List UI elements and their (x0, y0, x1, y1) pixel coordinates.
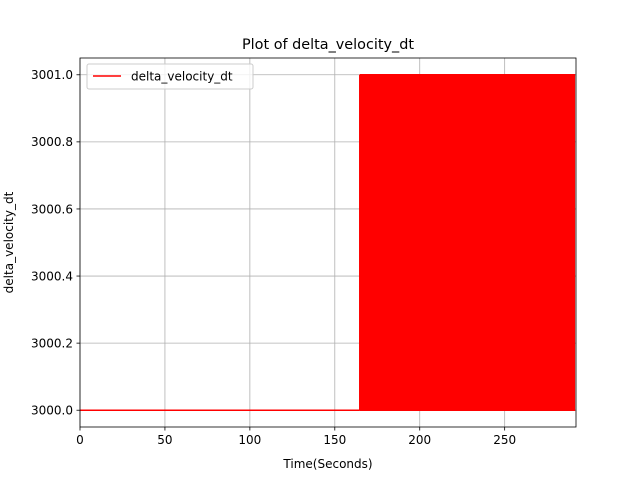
chart-title: Plot of delta_velocity_dt (242, 37, 414, 53)
y-axis: 3000.0 3000.2 3000.4 3000.6 3000.8 3001.0 (31, 68, 80, 418)
series-layer (80, 74, 576, 411)
legend-entry: delta_velocity_dt (131, 70, 233, 84)
y-tick-label: 3000.0 (31, 404, 73, 418)
plot-frame (79, 57, 577, 428)
y-tick-label: 3000.8 (31, 135, 73, 149)
y-tick-label: 3001.0 (31, 68, 73, 82)
x-axis: 0 50 100 150 200 250 (76, 427, 516, 447)
x-tick-label: 50 (157, 433, 172, 447)
legend-box (86, 63, 254, 90)
x-tick-label: 200 (408, 433, 431, 447)
y-axis-label: delta_velocity_dt (2, 191, 16, 293)
x-tick-label: 250 (493, 433, 516, 447)
series-oscillation-band (359, 74, 576, 411)
x-axis-label: Time(Seconds) (282, 457, 372, 471)
x-tick-label: 100 (238, 433, 261, 447)
y-tick-label: 3000.2 (31, 336, 73, 350)
x-tick-label: 0 (76, 433, 84, 447)
y-tick-label: 3000.4 (31, 269, 73, 283)
x-tick-label: 150 (323, 433, 346, 447)
y-tick-label: 3000.6 (31, 202, 73, 216)
legend: delta_velocity_dt (86, 63, 254, 90)
